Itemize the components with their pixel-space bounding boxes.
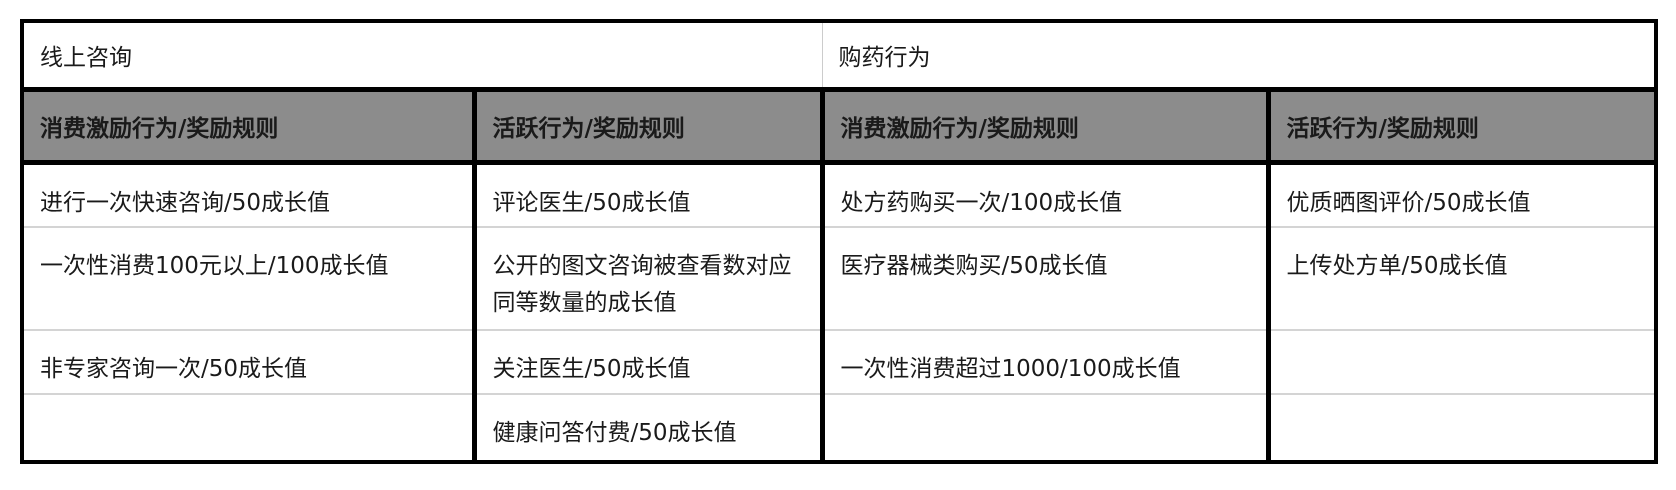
column-header: 活跃行为/奖励规则	[471, 89, 822, 165]
table-cell: 优质晒图评价/50成长值	[1265, 162, 1656, 228]
section-title-row: 线上咨询 购药行为	[22, 21, 1656, 92]
table-row: 非专家咨询一次/50成长值 关注医生/50成长值 一次性消费超过1000/100…	[22, 330, 1656, 395]
column-header: 活跃行为/奖励规则	[1265, 89, 1656, 165]
table-cell: 关注医生/50成长值	[471, 330, 822, 395]
table-cell	[22, 394, 474, 462]
table-cell: 处方药购买一次/100成长值	[819, 162, 1268, 228]
table-cell	[1265, 394, 1656, 462]
table-cell: 进行一次快速咨询/50成长值	[22, 162, 474, 228]
table-cell: 医疗器械类购买/50成长值	[819, 227, 1268, 331]
table-cell: 一次性消费100元以上/100成长值	[22, 227, 474, 331]
column-header: 消费激励行为/奖励规则	[819, 89, 1268, 165]
growth-value-rules-table: 线上咨询 购药行为 消费激励行为/奖励规则 活跃行为/奖励规则 消费激励行为/奖…	[20, 19, 1658, 464]
table-cell: 上传处方单/50成长值	[1265, 227, 1656, 331]
table-row: 健康问答付费/50成长值	[22, 394, 1656, 462]
table-cell	[1265, 330, 1656, 395]
section-online-consultation: 线上咨询	[22, 21, 822, 92]
table-cell: 评论医生/50成长值	[471, 162, 822, 228]
table-row: 一次性消费100元以上/100成长值 公开的图文咨询被查看数对应同等数量的成长值…	[22, 227, 1656, 331]
section-medicine-purchase: 购药行为	[821, 21, 1656, 92]
column-header-row: 消费激励行为/奖励规则 活跃行为/奖励规则 消费激励行为/奖励规则 活跃行为/奖…	[22, 89, 1656, 165]
table-cell: 非专家咨询一次/50成长值	[22, 330, 474, 395]
table-cell: 一次性消费超过1000/100成长值	[819, 330, 1268, 395]
table-cell: 健康问答付费/50成长值	[471, 394, 822, 462]
column-header: 消费激励行为/奖励规则	[22, 89, 474, 165]
table-cell: 公开的图文咨询被查看数对应同等数量的成长值	[471, 227, 822, 331]
table-row: 进行一次快速咨询/50成长值 评论医生/50成长值 处方药购买一次/100成长值…	[22, 162, 1656, 228]
table-cell	[819, 394, 1268, 462]
